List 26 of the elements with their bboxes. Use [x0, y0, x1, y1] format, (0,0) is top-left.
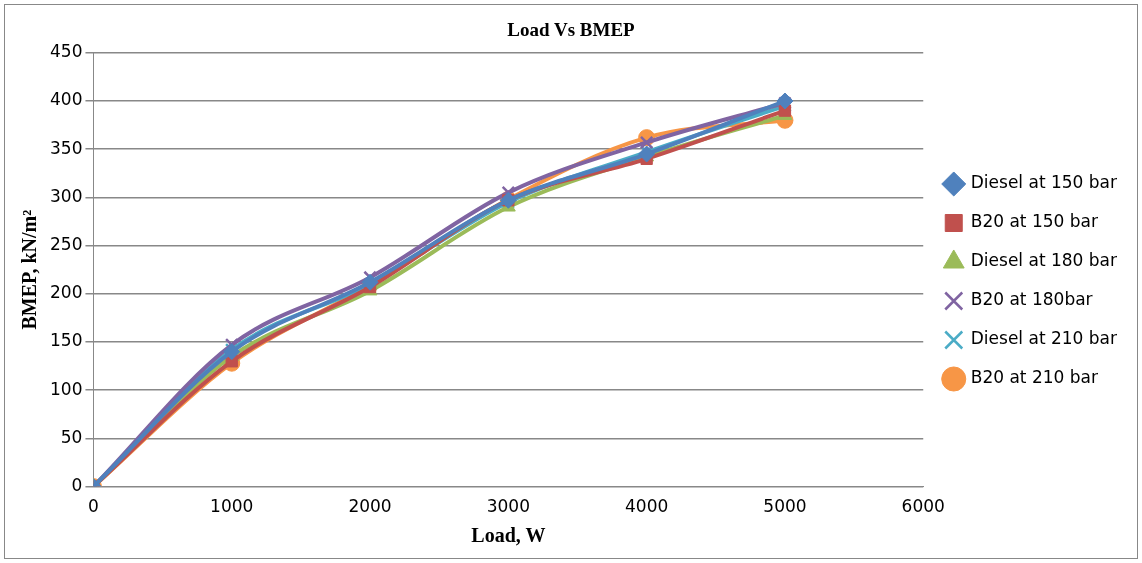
- x-tick-label: 3000: [486, 496, 530, 517]
- legend-label: Diesel at 150 bar: [970, 172, 1118, 193]
- y-tick-label: 50: [60, 426, 83, 447]
- y-tick-label: 400: [49, 89, 83, 110]
- y-tick-label: 250: [49, 234, 83, 255]
- x-tick-label: 5000: [763, 496, 807, 517]
- x-axis-title: Load, W: [471, 524, 546, 547]
- x-tick-label: 1000: [210, 496, 254, 517]
- y-tick-label: 300: [49, 185, 83, 206]
- y-tick-label: 0: [71, 475, 83, 496]
- x-tick-label: 2000: [348, 496, 392, 517]
- legend-label: B20 at 210 bar: [970, 367, 1098, 388]
- legend-label: B20 at 150 bar: [970, 211, 1098, 232]
- legend-label: Diesel at 180 bar: [970, 250, 1118, 271]
- legend-label: Diesel at 210 bar: [970, 328, 1118, 349]
- x-tick-label: 6000: [901, 496, 945, 517]
- y-tick-label: 100: [49, 378, 83, 399]
- legend-label: B20 at 180bar: [970, 289, 1093, 310]
- x-tick-label: 0: [88, 496, 99, 517]
- x-tick-label: 4000: [625, 496, 669, 517]
- y-tick-label: 200: [49, 282, 83, 303]
- y-tick-label: 350: [49, 137, 83, 158]
- y-axis-title: BMEP, kN/m²: [18, 209, 41, 330]
- y-tick-label: 450: [49, 41, 83, 62]
- y-tick-label: 150: [49, 330, 83, 351]
- chart-title: Load Vs BMEP: [507, 19, 636, 41]
